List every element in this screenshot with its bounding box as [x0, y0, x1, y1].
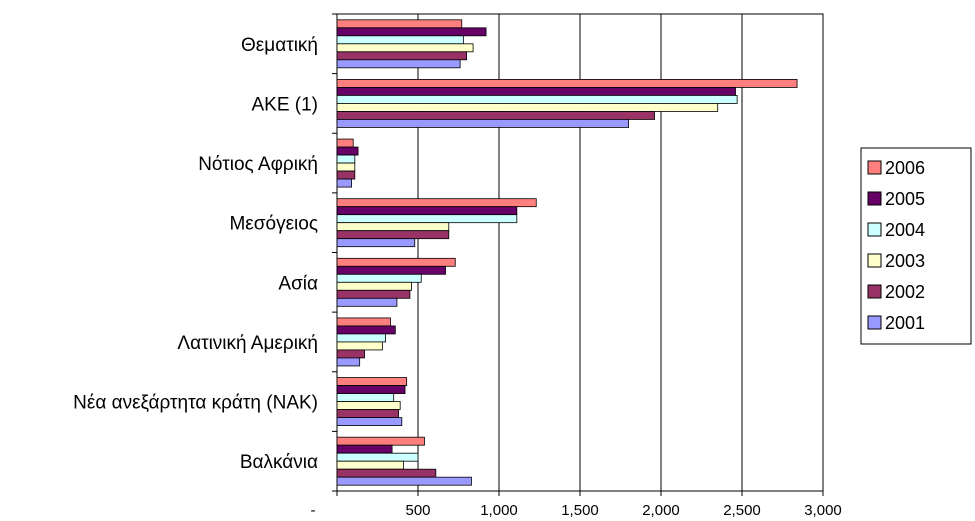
bar-2006-2	[336, 138, 354, 148]
bar-2004-7	[336, 452, 419, 462]
bar-2003-2	[336, 162, 356, 172]
bar-2001-4	[336, 297, 398, 307]
bar-2001-1	[336, 119, 630, 128]
bar-2001-2	[336, 178, 352, 188]
bar-2004-5	[336, 333, 386, 343]
bar-2004-6	[336, 393, 395, 402]
bar-2001-0	[336, 59, 461, 69]
bar-2001-3	[336, 238, 416, 248]
category-label: Ασία	[278, 273, 318, 294]
bar-2003-4	[336, 281, 412, 291]
bar-2004-0	[336, 35, 464, 45]
category-label: ΑΚΕ (1)	[251, 94, 318, 115]
bar-2003-6	[336, 401, 401, 410]
category-label: Νότιος Αφρική	[198, 154, 318, 175]
bar-2004-3	[336, 214, 518, 224]
legend-swatch-2002	[867, 284, 882, 299]
x-tick-label: 500	[405, 502, 430, 519]
legend-label-2005: 2005	[885, 189, 925, 209]
bar-2006-3	[336, 198, 537, 208]
bar-2002-1	[336, 111, 655, 120]
bar-2006-4	[336, 257, 456, 267]
bar-2004-1	[336, 95, 738, 104]
bar-2001-5	[336, 357, 361, 367]
legend-label-2001: 2001	[885, 313, 925, 333]
bar-2004-4	[336, 273, 422, 283]
bar-2003-7	[336, 460, 404, 470]
bar-2002-7	[336, 468, 437, 478]
bar-2005-0	[336, 27, 487, 37]
bar-2006-7	[336, 436, 425, 446]
category-label: Μεσόγειος	[229, 214, 318, 235]
bar-2004-2	[336, 154, 356, 164]
legend-label-2006: 2006	[885, 158, 925, 178]
bar-2005-4	[336, 265, 446, 275]
bar-2002-6	[336, 409, 399, 418]
x-tick-label: -	[311, 502, 316, 519]
bar-2006-1	[336, 79, 798, 88]
legend-label-2004: 2004	[885, 220, 925, 240]
x-tick-label: 1,500	[561, 502, 599, 519]
category-label: Βαλκάνια	[240, 452, 318, 473]
bar-2003-3	[336, 222, 450, 232]
legend-box	[860, 147, 972, 345]
category-label: Λατινική Αμερική	[177, 333, 318, 354]
legend-label-2002: 2002	[885, 282, 925, 302]
bar-2001-6	[336, 417, 403, 426]
bar-2006-6	[336, 377, 408, 386]
legend-swatch-2001	[867, 315, 882, 330]
bar-2005-1	[336, 87, 736, 96]
bar-2005-3	[336, 206, 518, 216]
x-tick-labels: - 500 1,000 1,500 2,000 2,500 3,000	[311, 502, 842, 519]
legend: 2006 2005 2004 2003 2002 2001	[860, 147, 972, 345]
bar-2005-5	[336, 325, 396, 335]
legend-swatch-2004	[867, 222, 882, 237]
category-label: Νέα ανεξάρτητα κράτη (ΝΑΚ)	[73, 393, 318, 414]
x-tick-label: 1,000	[480, 502, 518, 519]
x-tick-label: 2,500	[723, 502, 761, 519]
bar-2005-2	[336, 146, 359, 156]
bar-2005-7	[336, 444, 393, 454]
bar-2002-0	[336, 51, 468, 61]
x-tick-label: 2,000	[642, 502, 680, 519]
bar-2002-5	[336, 349, 365, 359]
bar-2003-0	[336, 43, 474, 53]
bar-2006-5	[336, 317, 391, 327]
axes	[332, 13, 824, 496]
x-tick-label: 3,000	[804, 502, 842, 519]
bar-2003-5	[336, 341, 383, 351]
bar-2001-7	[336, 476, 472, 486]
legend-swatch-2005	[867, 191, 882, 206]
bar-2002-4	[336, 289, 411, 299]
bar-2003-1	[336, 103, 719, 112]
bar-2002-2	[336, 170, 356, 180]
legend-swatch-2006	[867, 160, 882, 175]
bar-2006-0	[336, 19, 463, 29]
legend-label-2003: 2003	[885, 251, 925, 271]
category-label: Θεματική	[241, 35, 318, 56]
bar-2002-3	[336, 230, 450, 240]
category-labels: Θεματική ΑΚΕ (1) Νότιος Αφρική Μεσόγειος Ασί…	[73, 35, 318, 473]
bars	[336, 19, 798, 486]
bar-2005-6	[336, 385, 406, 394]
legend-swatch-2003	[867, 253, 882, 268]
